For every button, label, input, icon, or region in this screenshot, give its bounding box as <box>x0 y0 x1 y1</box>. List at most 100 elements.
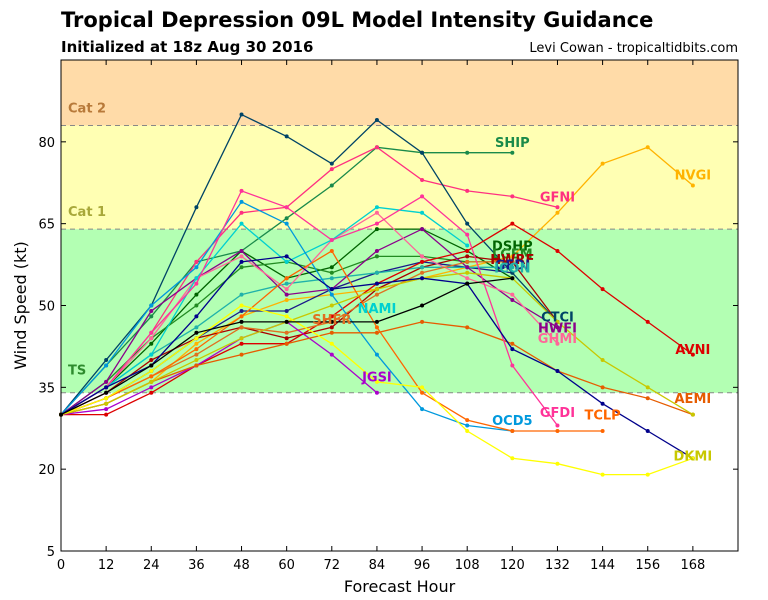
data-point <box>374 352 379 357</box>
data-point <box>284 292 289 297</box>
data-point <box>104 363 109 368</box>
band-ts <box>61 229 738 393</box>
band-label: Cat 1 <box>68 205 106 220</box>
data-point <box>465 265 470 270</box>
data-point <box>510 428 515 433</box>
data-point <box>149 390 154 395</box>
data-point <box>510 194 515 199</box>
data-point <box>194 336 199 341</box>
data-point <box>374 227 379 232</box>
data-point <box>374 145 379 150</box>
data-point <box>420 227 425 232</box>
data-point <box>329 325 334 330</box>
data-point <box>284 287 289 292</box>
band-label: Cat 2 <box>68 102 106 117</box>
data-point <box>284 319 289 324</box>
band-labels: TS Cat 1 Cat 2 <box>68 102 106 379</box>
data-point <box>194 347 199 352</box>
data-point <box>239 210 244 215</box>
data-point <box>420 276 425 281</box>
data-point <box>465 243 470 248</box>
series-blk <box>59 276 515 417</box>
data-point <box>510 265 515 270</box>
data-point <box>284 341 289 346</box>
x-tick-label: 48 <box>233 558 250 573</box>
data-point <box>555 368 560 373</box>
x-tick-label: 120 <box>500 558 525 573</box>
series-xtrp <box>59 303 695 477</box>
series-label: GFDI <box>540 406 575 421</box>
data-point <box>374 319 379 324</box>
data-point <box>690 412 695 417</box>
data-point <box>239 248 244 253</box>
data-point <box>104 358 109 363</box>
data-point <box>284 330 289 335</box>
x-tick-label: 168 <box>680 558 705 573</box>
data-point <box>420 407 425 412</box>
data-point <box>690 456 695 461</box>
data-point <box>284 281 289 286</box>
data-point <box>194 363 199 368</box>
data-point <box>420 390 425 395</box>
series-label: ICON <box>494 261 530 276</box>
series-label: NVGI <box>675 169 711 184</box>
data-point <box>194 265 199 270</box>
data-point <box>510 150 515 155</box>
data-point <box>284 205 289 210</box>
data-point <box>194 259 199 264</box>
data-point <box>420 319 425 324</box>
series-label: TCLP <box>584 409 620 424</box>
data-point <box>510 270 515 275</box>
data-point <box>104 412 109 417</box>
y-tick-label: 35 <box>38 381 55 396</box>
data-point <box>284 298 289 303</box>
data-point <box>239 199 244 204</box>
data-point <box>600 358 605 363</box>
data-point <box>555 428 560 433</box>
data-point <box>284 254 289 259</box>
data-point <box>194 276 199 281</box>
data-point <box>600 401 605 406</box>
data-point <box>149 336 154 341</box>
data-point <box>104 379 109 384</box>
x-tick-label: 144 <box>590 558 615 573</box>
data-point <box>374 281 379 286</box>
data-point <box>510 341 515 346</box>
data-point <box>194 330 199 335</box>
data-point <box>329 330 334 335</box>
series-line <box>60 321 378 416</box>
x-tick-label: 132 <box>545 558 570 573</box>
data-point <box>104 401 109 406</box>
data-point <box>510 254 515 259</box>
x-tick-label: 84 <box>369 558 386 573</box>
x-tick-label: 12 <box>98 558 115 573</box>
data-point <box>465 188 470 193</box>
data-point <box>239 319 244 324</box>
data-point <box>194 281 199 286</box>
data-point <box>284 276 289 281</box>
series-label: DKMI <box>674 450 713 465</box>
data-point <box>194 341 199 346</box>
series-line <box>60 190 559 426</box>
intensity-bands <box>61 60 738 394</box>
data-point <box>555 319 560 324</box>
series-label: CTCI <box>541 310 574 325</box>
data-point <box>510 292 515 297</box>
data-point <box>374 390 379 395</box>
series-label: OCD5 <box>492 414 532 429</box>
data-point <box>239 303 244 308</box>
band-label: TS <box>68 363 86 378</box>
series-label: AVNI <box>675 343 710 358</box>
data-point <box>284 314 289 319</box>
chart-credit: Levi Cowan - tropicaltidbits.com <box>529 41 738 56</box>
data-point <box>329 167 334 172</box>
data-point <box>420 178 425 183</box>
data-point <box>420 259 425 264</box>
data-point <box>194 352 199 357</box>
data-point <box>645 319 650 324</box>
data-point <box>374 287 379 292</box>
series-label: SHIP <box>495 136 530 151</box>
data-point <box>374 221 379 226</box>
data-point <box>149 308 154 313</box>
data-point <box>600 161 605 166</box>
